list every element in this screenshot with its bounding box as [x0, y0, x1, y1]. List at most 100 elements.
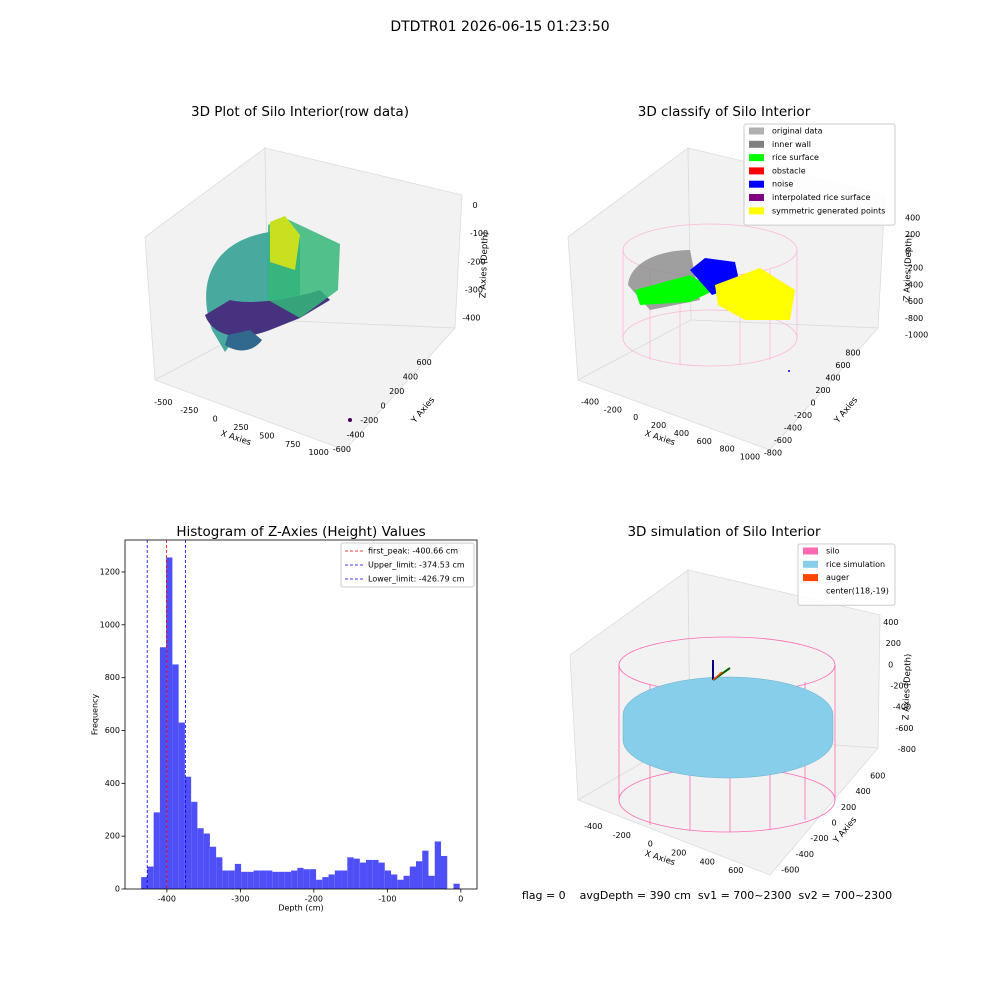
z-tick-label: -800 — [905, 314, 923, 323]
z-tick-label: -600 — [895, 724, 913, 733]
legend-swatch — [749, 194, 764, 201]
x-tick-label: -500 — [154, 398, 172, 407]
histogram-bar — [203, 833, 210, 889]
histogram-bar — [178, 722, 185, 889]
histogram-bar — [253, 870, 260, 889]
y-tick-label: 600 — [870, 771, 885, 780]
y-tick-label: 600 — [105, 726, 120, 735]
decoration — [577, 319, 879, 451]
z-tick-label: -800 — [898, 745, 916, 754]
x-tick-label: -400 — [158, 895, 176, 904]
x-tick-label: 1000 — [308, 448, 328, 457]
y-tick-label: 400 — [825, 374, 840, 383]
subplot-title: 3D Plot of Silo Interior(row data) — [191, 104, 409, 120]
z-tick-label: -200 — [467, 257, 485, 266]
x-tick-label: 0 — [648, 840, 653, 849]
y-tick-label: 1000 — [100, 620, 120, 629]
histogram-bar — [378, 862, 385, 889]
legend-label: symmetric generated points — [772, 206, 885, 215]
decoration — [715, 268, 795, 320]
y-axis-label: Y Axies — [409, 395, 437, 426]
histogram-bar — [409, 866, 417, 889]
x-axis-label: Depth (cm) — [278, 904, 323, 913]
y-tick-label: -400 — [796, 850, 814, 859]
histogram-bar — [172, 664, 179, 889]
legend-swatch — [749, 154, 764, 162]
histogram-bar — [241, 871, 248, 889]
x-tick-label: -400 — [581, 397, 599, 406]
y-tick-label: -200 — [810, 834, 828, 843]
panel-3d-simulation — [569, 569, 881, 876]
legend-swatch — [749, 167, 764, 175]
decoration — [622, 676, 834, 779]
histogram-bar — [428, 875, 435, 889]
x-tick-label: -250 — [180, 406, 198, 415]
y-tick-label: 0 — [115, 885, 120, 894]
histogram-bar — [353, 858, 360, 889]
y-tick-label: 600 — [417, 358, 432, 367]
histogram-bar — [391, 874, 398, 889]
legend-swatch — [749, 180, 764, 188]
legend-swatch — [749, 127, 764, 135]
y-tick-label: -200 — [794, 411, 812, 420]
histogram-bar — [284, 871, 292, 889]
histogram-bar — [309, 869, 317, 889]
z-tick-label: 400 — [905, 213, 920, 222]
histogram-bar — [416, 861, 423, 889]
y-axis-label: Y Axies — [832, 395, 860, 426]
z-tick-label: -300 — [465, 285, 483, 294]
legend-label: obstacle — [772, 166, 806, 175]
histogram-bar — [191, 801, 198, 889]
legend-label: Lower_limit: -426.79 cm — [368, 575, 465, 584]
z-tick-label: 0 — [905, 247, 910, 256]
histogram-bar — [366, 859, 373, 889]
histogram-bar — [278, 871, 285, 889]
y-tick-label: 1200 — [100, 567, 120, 576]
histogram-bar — [141, 877, 148, 889]
legend-label: first_peak: -400.66 cm — [368, 547, 458, 556]
z-tick-label: 0 — [472, 201, 477, 210]
y-tick-label: 600 — [835, 361, 850, 370]
x-tick-label: 0 — [633, 413, 638, 422]
x-tick-label: 1000 — [740, 453, 760, 462]
legend-label: Upper_limit: -374.53 cm — [368, 561, 465, 570]
decoration — [788, 370, 790, 372]
axes-frame — [124, 539, 478, 890]
x-axis-label: X Axies — [643, 429, 676, 448]
x-tick-label: 500 — [259, 431, 274, 440]
legend-label: silo — [826, 547, 840, 556]
histogram-bar — [234, 863, 242, 889]
legend-swatch — [803, 560, 818, 568]
x-tick-label: 0 — [213, 415, 218, 424]
z-tick-label: -100 — [470, 229, 488, 238]
histogram-bar — [303, 869, 310, 889]
histogram-bar — [209, 846, 217, 889]
histogram-bar — [216, 857, 223, 889]
histogram-bar — [347, 857, 354, 889]
x-tick-label: -100 — [378, 895, 396, 904]
histogram-bar — [434, 841, 441, 889]
legend-swatch — [749, 140, 764, 148]
z-axis-label: Z Axies (Depth) — [478, 232, 490, 299]
x-tick-label: -200 — [305, 895, 323, 904]
z-tick-label: 200 — [905, 230, 920, 239]
z-tick-label: -200 — [905, 264, 923, 273]
y-tick-label: 0 — [380, 402, 385, 411]
legend-label: interpolated rice surface — [772, 193, 870, 202]
histogram-bar — [328, 874, 335, 889]
y-tick-label: 200 — [815, 386, 830, 395]
x-tick-label: 750 — [285, 440, 300, 449]
y-tick-label: -200 — [360, 416, 378, 425]
legend-swatch — [803, 547, 818, 555]
x-tick-label: 600 — [697, 437, 712, 446]
histogram-bar — [341, 870, 348, 889]
decoration — [712, 671, 723, 681]
y-tick-label: -400 — [784, 424, 802, 433]
y-tick-label: -400 — [346, 431, 364, 440]
decoration — [270, 216, 300, 270]
histogram-bar — [147, 866, 154, 889]
z-tick-label: -400 — [893, 703, 911, 712]
y-tick-label: -600 — [774, 436, 792, 445]
decoration — [635, 275, 715, 305]
